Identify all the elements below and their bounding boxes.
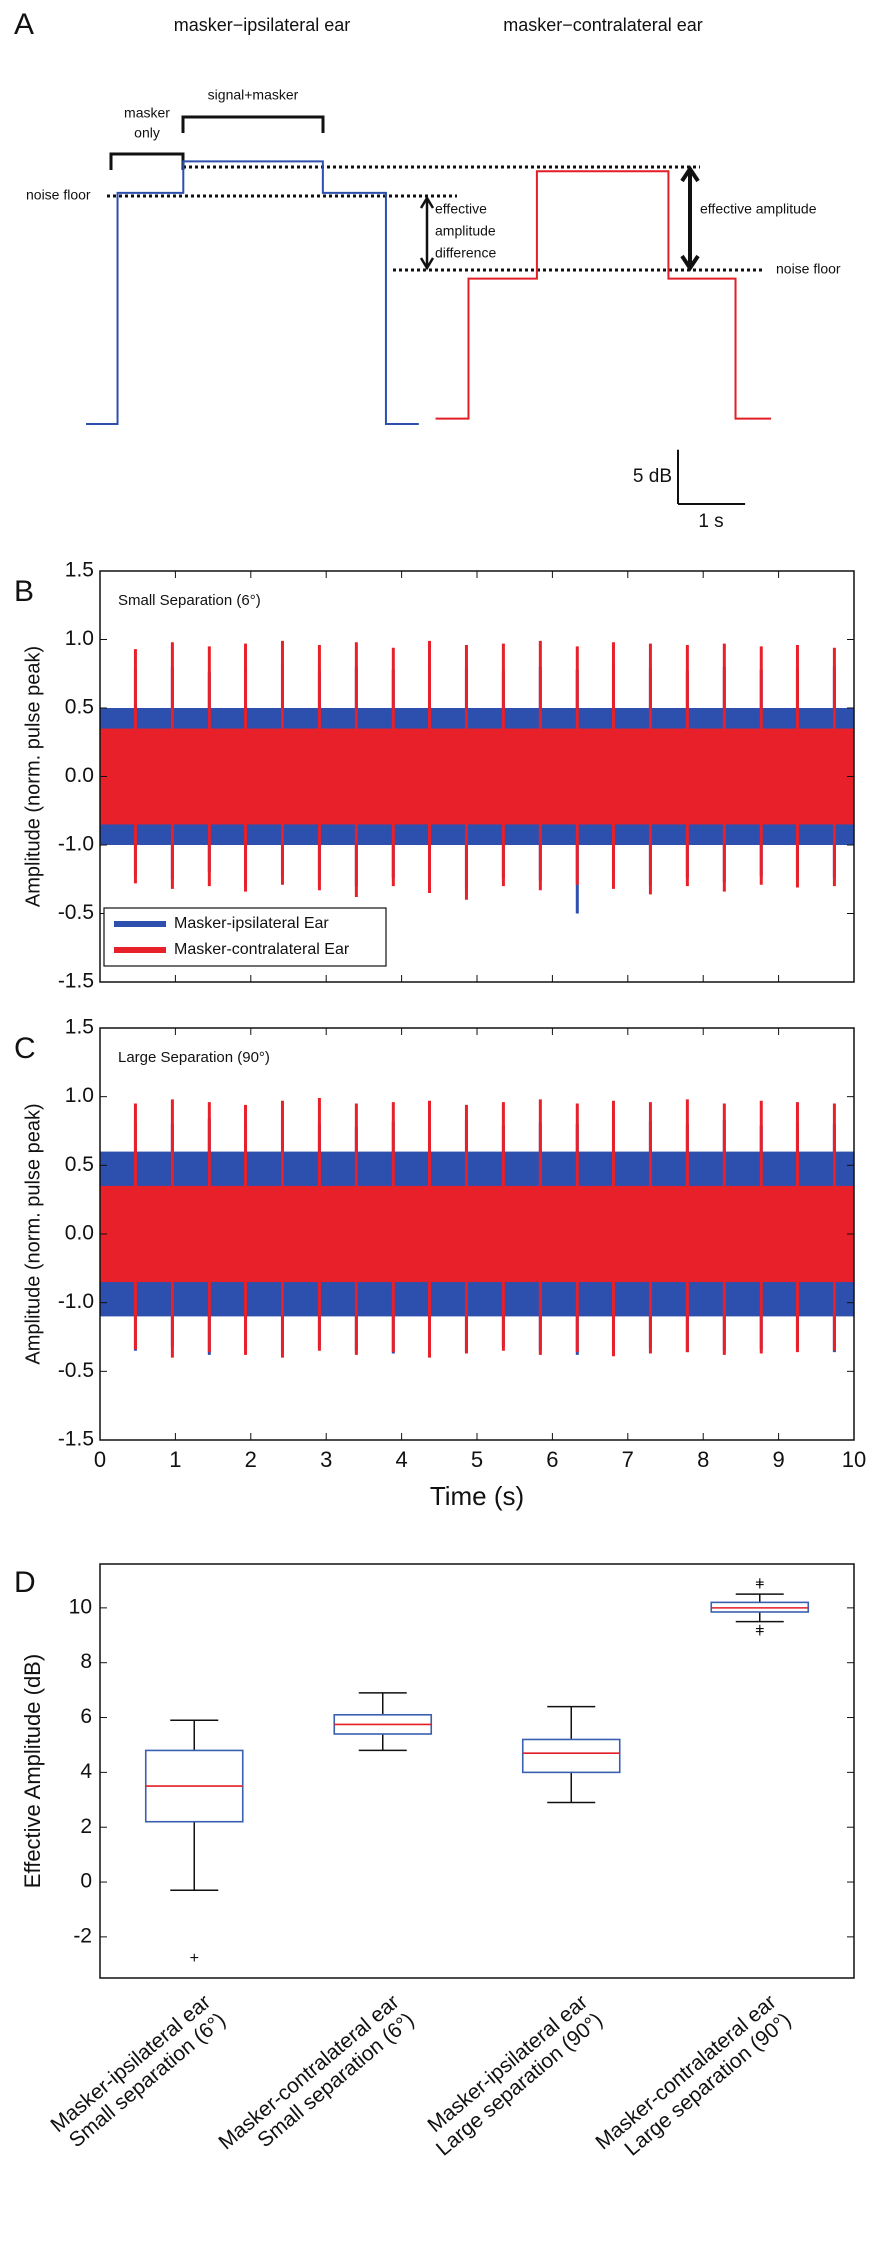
panel-title: Large Separation (90°) <box>118 1049 270 1066</box>
bracket <box>181 115 325 133</box>
legend-box <box>103 907 387 967</box>
legend-label: Masker-ipsilateral Ear <box>174 915 329 932</box>
y-tick-label: 0.5 <box>65 696 94 719</box>
noise-band <box>100 728 854 825</box>
y-axis-label: Effective Amplitude (dB) <box>20 1654 45 1888</box>
x-tick-label: 10 <box>842 1447 866 1472</box>
y-tick-label: 1.5 <box>65 1016 94 1039</box>
y-tick-label: 1.0 <box>65 1084 94 1107</box>
y-tick-label: 0 <box>80 1870 92 1893</box>
noise-band <box>100 1185 854 1283</box>
y-tick-label: 10 <box>69 1595 92 1618</box>
x-tick-label: Small separation (6°) <box>65 2008 230 2152</box>
y-tick-label: -1.5 <box>58 970 94 993</box>
x-tick-label: Masker-contralateral ear <box>214 1990 403 2154</box>
y-tick-label: 2 <box>80 1815 92 1838</box>
scale-label: 5 dB <box>633 466 672 487</box>
annotation: masker <box>124 105 170 121</box>
plot-frame <box>99 1563 855 1979</box>
x-tick-label: Masker-ipsilateral ear <box>423 1990 592 2137</box>
x-tick-label: Small separation (6°) <box>253 2008 418 2152</box>
y-tick-label: -1.0 <box>58 833 94 856</box>
x-tick-label: 9 <box>772 1447 784 1472</box>
heading: masker−contralateral ear <box>503 15 703 35</box>
annotation: noise floor <box>776 261 841 277</box>
outlier: + <box>190 1950 199 1967</box>
y-tick-label: 4 <box>80 1760 92 1783</box>
x-tick-label: 7 <box>622 1447 634 1472</box>
y-tick-label: 0.0 <box>65 1222 94 1245</box>
x-tick-label: 5 <box>471 1447 483 1472</box>
y-tick-label: -1.5 <box>58 1428 94 1451</box>
annotation: effective amplitude <box>700 201 817 217</box>
annotation: amplitude <box>435 223 496 239</box>
outlier: + <box>755 1621 764 1638</box>
legend-label: Masker-contralateral Ear <box>174 941 350 958</box>
trace <box>86 160 419 425</box>
y-axis-label: Amplitude (norm. pulse peak) <box>22 646 44 907</box>
outlier: + <box>755 1577 764 1594</box>
bracket <box>109 152 185 170</box>
y-tick-label: -2 <box>73 1924 92 1947</box>
arrow <box>419 195 435 271</box>
x-tick-label: Masker-ipsilateral ear <box>46 1990 215 2137</box>
x-tick-label: 3 <box>320 1447 332 1472</box>
panel-letter: D <box>14 1566 36 1599</box>
y-tick-label: 1.0 <box>65 627 94 650</box>
x-tick-label: Large separation (90°) <box>620 2008 795 2160</box>
x-axis-label: Time (s) <box>430 1481 524 1511</box>
panel-letter: C <box>14 1032 36 1065</box>
heading: masker−ipsilateral ear <box>174 15 351 35</box>
x-tick-label: 2 <box>245 1447 257 1472</box>
y-tick-label: 0.5 <box>65 1153 94 1176</box>
annotation: signal+masker <box>208 87 299 103</box>
outlier: + <box>755 1624 764 1641</box>
annotation: noise floor <box>26 187 91 203</box>
y-tick-label: 8 <box>80 1650 92 1673</box>
x-tick-label: 8 <box>697 1447 709 1472</box>
trace <box>435 170 772 420</box>
y-axis-label: Amplitude (norm. pulse peak) <box>22 1103 44 1364</box>
panel-letter: B <box>14 575 34 608</box>
annotation: only <box>134 125 160 141</box>
scale-label: 1 s <box>698 511 723 532</box>
y-tick-label: 0.0 <box>65 764 94 787</box>
annotation: difference <box>435 245 496 261</box>
x-tick-label: 6 <box>546 1447 558 1472</box>
y-tick-label: 6 <box>80 1705 92 1728</box>
outlier: + <box>755 1574 764 1591</box>
x-tick-label: 4 <box>395 1447 407 1472</box>
x-tick-label: 0 <box>94 1447 106 1472</box>
panel-title: Small Separation (6°) <box>118 592 261 609</box>
y-tick-label: 1.5 <box>65 559 94 582</box>
y-tick-label: -0.5 <box>58 901 94 924</box>
y-tick-label: -0.5 <box>58 1359 94 1382</box>
x-tick-label: Large separation (90°) <box>432 2008 607 2160</box>
annotation: effective <box>435 201 487 217</box>
y-tick-label: -1.0 <box>58 1290 94 1313</box>
panel-letter: A <box>14 8 34 41</box>
box <box>521 1738 621 1774</box>
arrow <box>680 165 700 272</box>
x-tick-label: Masker-contralateral ear <box>591 1990 780 2154</box>
x-tick-label: 1 <box>169 1447 181 1472</box>
